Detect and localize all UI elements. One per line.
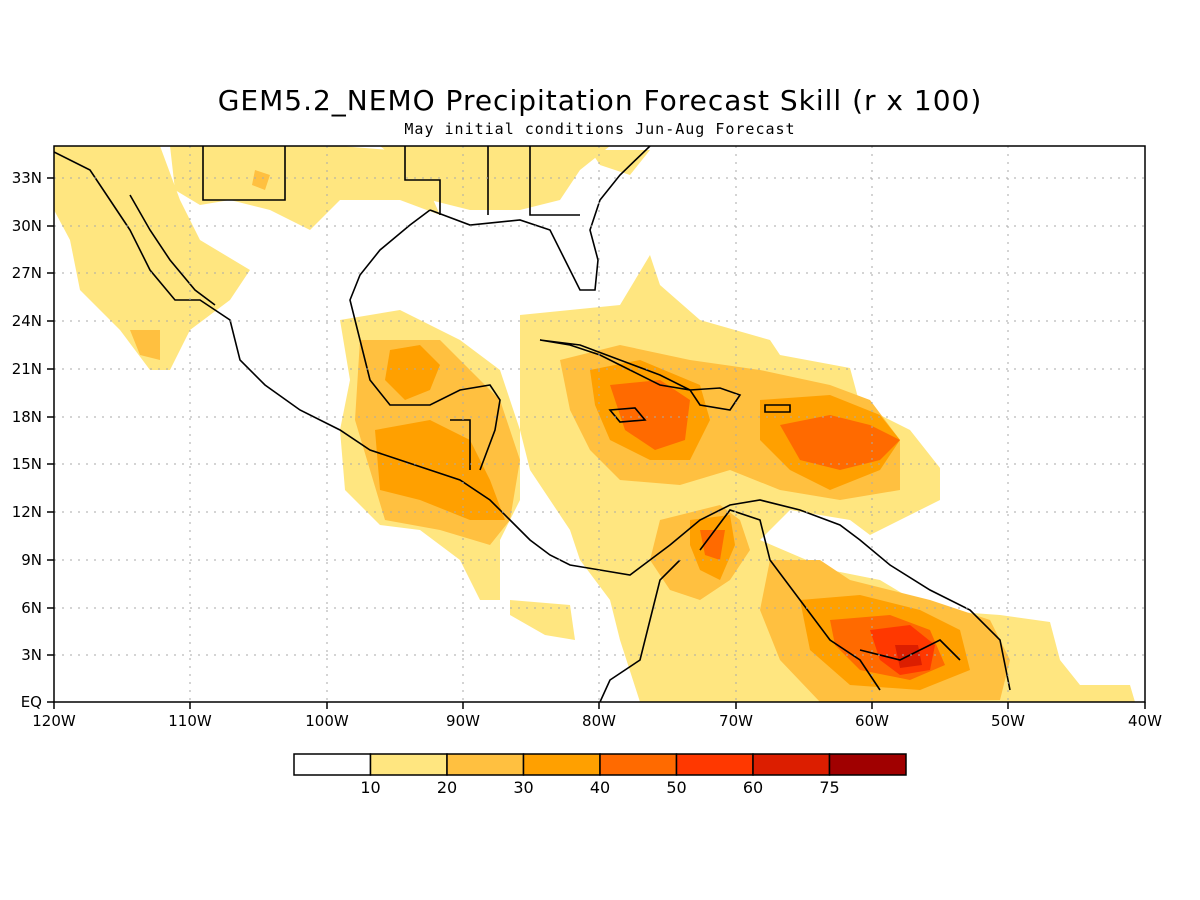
lon-label: 100W [305,712,349,730]
lat-label: EQ [21,693,42,711]
map-title: GEM5.2_NEMO Precipitation Forecast Skill… [217,84,983,117]
lat-label: 18N [12,408,42,426]
coastlines [54,146,1011,702]
lat-label: 33N [12,169,42,187]
lon-label: 80W [582,712,616,730]
colorbar-label: 10 [360,778,380,797]
colorbar-swatch [752,753,831,776]
colorbar-swatch [522,753,601,776]
lon-label: 40W [1128,712,1162,730]
colorbar-label: 60 [743,778,763,797]
colorbar-swatch [828,753,907,776]
lat-labels: EQ 3N 6N 9N 12N 15N 18N 21N 24N 27N 30N … [12,169,42,711]
lon-label: 70W [719,712,753,730]
colorbar-label: 20 [437,778,457,797]
colorbar-label: 75 [819,778,839,797]
lon-label: 90W [446,712,480,730]
lon-label: 50W [991,712,1025,730]
lon-label: 120W [32,712,76,730]
lat-label: 12N [12,503,42,521]
colorbar-swatch [599,753,678,776]
lat-label: 24N [12,312,42,330]
colorbar-label: 40 [590,778,610,797]
axis-ticks [47,177,1146,709]
colorbar: 10 20 30 40 50 60 75 [293,753,907,797]
lon-labels: 120W 110W 100W 90W 80W 70W 60W 50W 40W [32,712,1162,730]
lat-label: 27N [12,264,42,282]
colorbar-label: 30 [513,778,533,797]
lon-label: 110W [168,712,212,730]
map-subtitle: May initial conditions Jun-Aug Forecast [404,120,796,138]
lat-label: 21N [12,360,42,378]
lat-label: 15N [12,455,42,473]
lat-label: 30N [12,217,42,235]
graticule [54,146,1145,702]
colorbar-swatch [369,753,448,776]
colorbar-swatch [293,753,372,776]
colorbar-swatch [675,753,754,776]
lon-label: 60W [855,712,889,730]
colorbar-label: 50 [666,778,686,797]
lat-label: 9N [21,551,42,569]
lat-label: 3N [21,646,42,664]
colorbar-swatch [446,753,525,776]
skill-shading [54,146,1135,702]
lat-label: 6N [21,599,42,617]
